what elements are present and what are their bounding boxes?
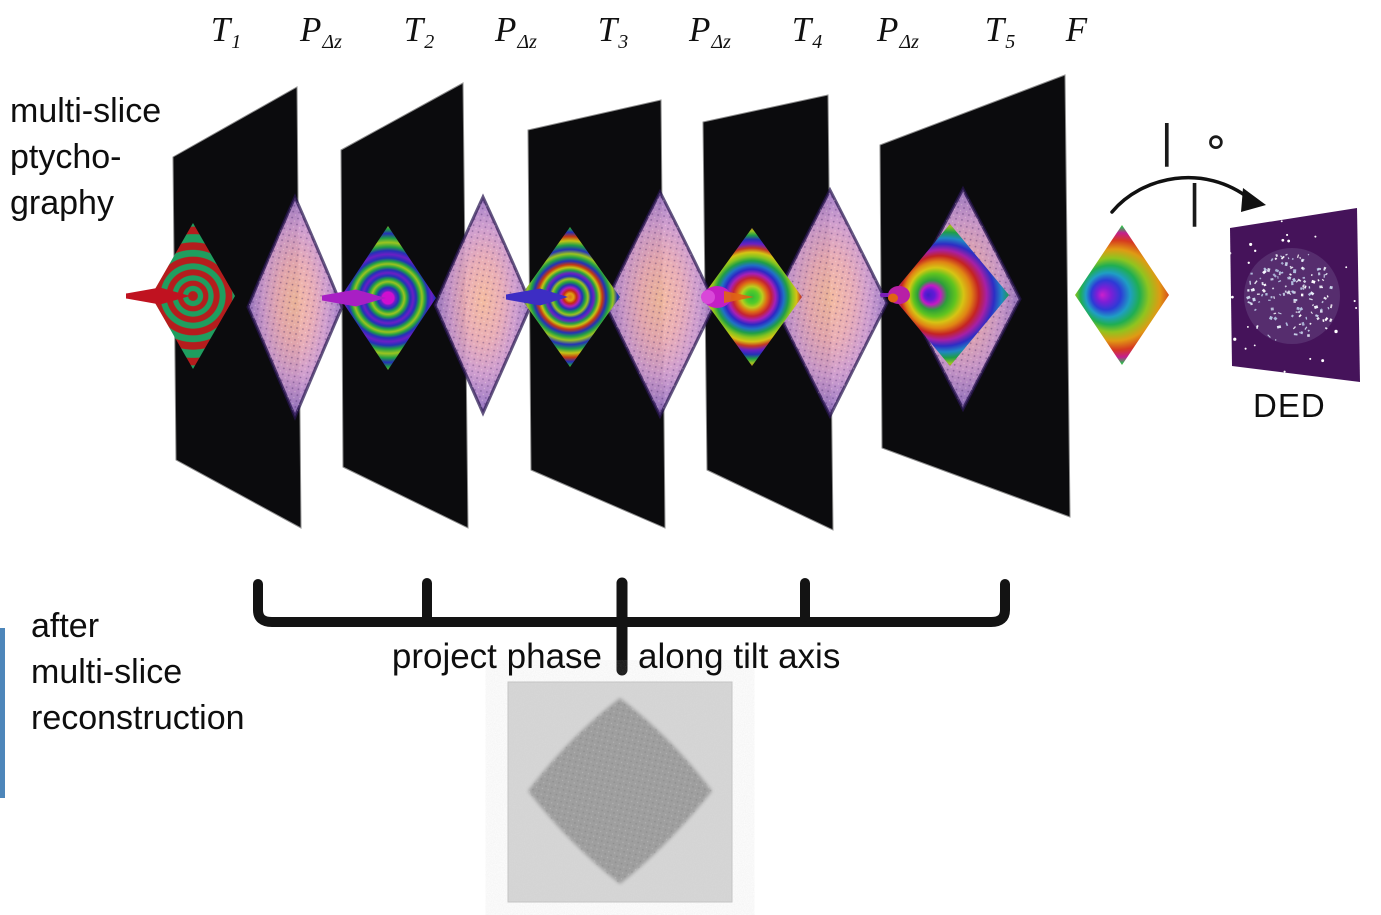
slice-1-specimen — [246, 193, 344, 421]
operator-T3: T3 — [597, 10, 629, 53]
beam-arrow-3 — [506, 288, 568, 306]
operator-P-dz-1: PΔz — [300, 10, 342, 53]
exit-wave — [1075, 225, 1169, 365]
slice-2-probe — [340, 226, 436, 370]
operator-P-dz-2: PΔz — [495, 10, 537, 53]
operator-T2: T2 — [403, 10, 435, 53]
reconstruction-label: after multi-slice reconstruction — [31, 603, 245, 742]
beam-arrow-4 — [701, 286, 754, 308]
sidebar-fragment-bar — [0, 628, 5, 798]
detector-label: DED — [1253, 387, 1326, 424]
method-label: multi-slice ptycho- graphy — [10, 88, 161, 227]
ded-panel — [1230, 208, 1360, 382]
composition-arrow — [1110, 175, 1266, 214]
operator-T1: T1 — [210, 10, 242, 53]
ded-diffraction-speckles — [1230, 220, 1358, 373]
bracket — [253, 577, 1010, 676]
slice-1-plane — [172, 86, 302, 529]
bracket-left-caption: project phase — [391, 637, 602, 676]
slice-3-probe — [520, 227, 620, 367]
beam-arrow-5 — [880, 286, 910, 304]
reconstruction-label-line-2: multi-slice — [31, 653, 183, 692]
modulus-composition-symbol: | ∘ | — [1159, 116, 1237, 227]
probe-arrows — [126, 286, 910, 308]
beam-arrow-1 — [126, 287, 190, 305]
reconstruction-label-line-1: after — [31, 607, 100, 645]
method-label-line-3: graphy — [10, 184, 114, 223]
reconstruction-image — [507, 681, 733, 903]
operator-P-dz-3: PΔz — [689, 10, 731, 53]
reconstruction-label-line-3: reconstruction — [31, 699, 245, 738]
operator-T4: T4 — [791, 10, 823, 53]
operator-F: F — [1065, 10, 1088, 49]
bracket-right-caption: along tilt axis — [638, 637, 841, 676]
slice-4-specimen — [771, 186, 889, 420]
method-label-line-2: ptycho- — [10, 138, 122, 177]
method-label-line-1: multi-slice — [10, 92, 162, 130]
beam-arrow-2 — [322, 289, 386, 307]
slice-5-probe — [891, 224, 1009, 366]
operator-T5: T5 — [984, 10, 1016, 53]
slice-3-specimen — [603, 188, 717, 420]
slice-1-probe — [151, 223, 235, 369]
operator-P-dz-4: PΔz — [877, 10, 919, 53]
slice-2-specimen — [433, 193, 533, 417]
